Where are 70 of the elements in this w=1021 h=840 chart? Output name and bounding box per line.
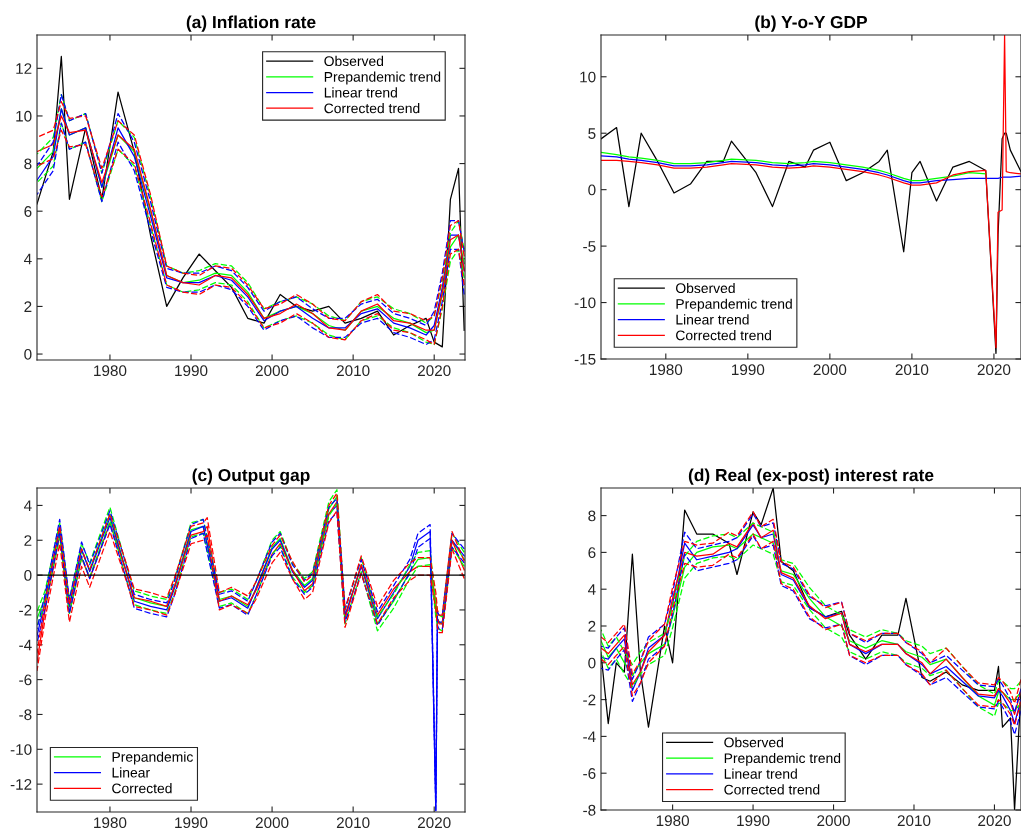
y-tick-label: 4 <box>587 584 596 595</box>
x-tick-label: 2000 <box>813 364 847 376</box>
y-tick-label: -8 <box>19 709 32 721</box>
x-tick-label: 1990 <box>175 817 208 829</box>
y-tick-label: 2 <box>24 535 32 546</box>
y-tick-label: -4 <box>19 639 32 651</box>
x-tick-label: 2010 <box>897 815 931 827</box>
legend-label: Corrected trend <box>676 330 771 341</box>
y-tick-label: 12 <box>16 63 32 74</box>
legend-label: Linear <box>112 767 150 778</box>
y-tick-label: 0 <box>24 569 32 581</box>
x-tick-label: 1990 <box>732 364 765 376</box>
y-tick-label: -6 <box>19 674 32 686</box>
chart-title: (b) Y-o-Y GDP <box>755 15 868 32</box>
legend-label: Linear trend <box>724 768 797 779</box>
y-tick-label: 8 <box>24 158 32 170</box>
x-tick-label: 1980 <box>649 364 683 376</box>
y-tick-label: -2 <box>19 604 32 616</box>
legend-label: Linear trend <box>324 87 397 98</box>
x-tick-label: 1980 <box>94 365 127 377</box>
y-tick-label: -2 <box>583 694 596 706</box>
y-tick-label: 0 <box>588 184 596 196</box>
y-tick-label: 6 <box>588 547 596 559</box>
x-tick-label: 2010 <box>336 817 370 829</box>
legend-label: Prepandemic <box>112 751 193 765</box>
y-tick-label: -5 <box>583 241 596 252</box>
x-tick-label: 2000 <box>255 817 289 829</box>
x-tick-label: 2010 <box>895 364 929 376</box>
legend-label: Observed <box>724 737 783 748</box>
y-tick-label: -10 <box>10 744 32 755</box>
y-tick-label: -10 <box>574 297 596 309</box>
legend-label: Linear trend <box>676 314 749 325</box>
y-tick-label: 0 <box>24 348 32 360</box>
y-tick-label: -15 <box>574 354 596 365</box>
x-tick-label: 1990 <box>737 815 770 827</box>
chart-title: (c) Output gap <box>192 468 310 485</box>
chart-title: (a) Inflation rate <box>186 15 316 32</box>
y-tick-label: 10 <box>16 110 32 122</box>
y-tick-label: 4 <box>23 253 32 265</box>
x-tick-label: 1980 <box>94 817 127 829</box>
legend-label: Corrected <box>112 783 172 794</box>
x-tick-label: 2000 <box>817 815 850 827</box>
y-tick-label: 0 <box>588 657 596 669</box>
y-tick-label: 2 <box>24 301 32 312</box>
y-tick-label: 4 <box>23 500 32 511</box>
x-tick-label: 2010 <box>336 365 370 377</box>
y-tick-label: 5 <box>588 128 596 139</box>
y-tick-label: -12 <box>10 779 32 790</box>
y-tick-label: -4 <box>583 731 596 742</box>
legend-label: Corrected trend <box>724 784 820 795</box>
y-tick-label: 2 <box>588 620 596 632</box>
legend-label: Observed <box>676 282 735 294</box>
legend-label: Prepandemic trend <box>324 71 441 85</box>
legend-label: Prepandemic trend <box>676 298 792 312</box>
legend-label: Corrected trend <box>324 103 420 114</box>
x-tick-label: 1990 <box>175 365 208 377</box>
y-tick-label: -8 <box>583 804 596 816</box>
chart-title: (d) Real (ex-post) interest rate <box>688 468 934 485</box>
y-tick-label: -6 <box>583 768 596 779</box>
x-tick-label: 2020 <box>417 365 451 377</box>
x-tick-label: 1980 <box>656 815 690 827</box>
legend-label: Observed <box>324 55 384 67</box>
x-tick-label: 2000 <box>255 365 289 377</box>
y-tick-label: 8 <box>588 510 596 522</box>
x-tick-label: 2020 <box>417 817 451 829</box>
x-tick-label: 2020 <box>978 815 1011 827</box>
legend-label: Prepandemic trend <box>724 752 841 766</box>
x-tick-label: 2020 <box>977 364 1011 376</box>
y-tick-label: 6 <box>24 206 32 217</box>
y-tick-label: 10 <box>580 71 596 83</box>
